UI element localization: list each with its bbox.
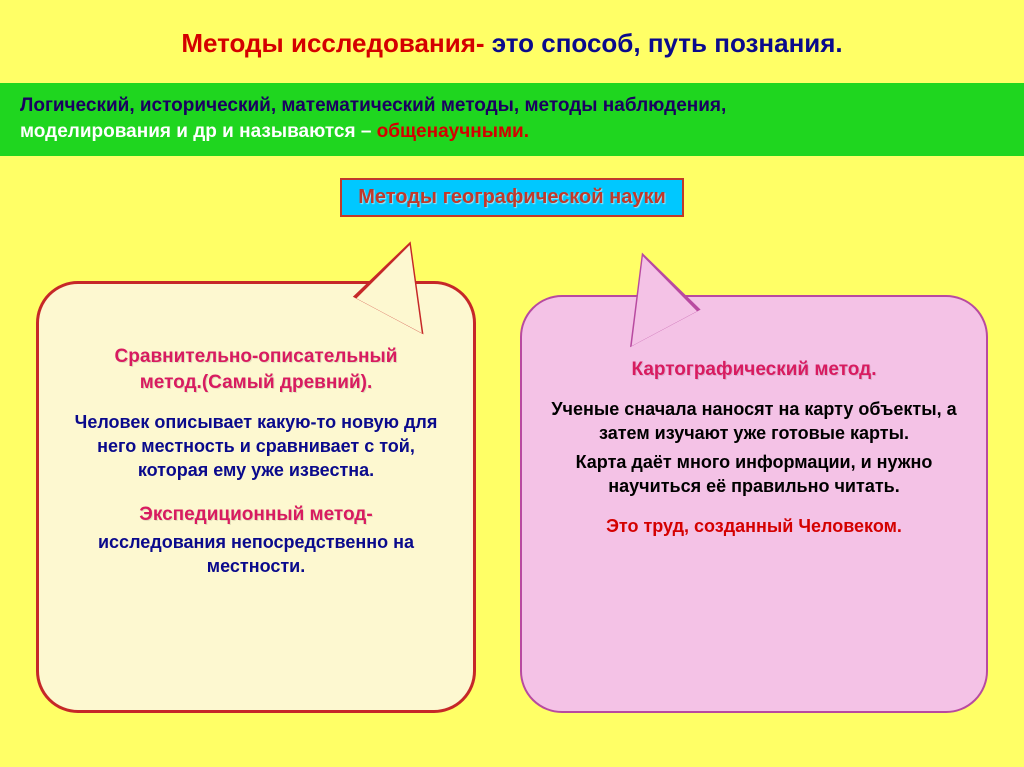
left-paragraph-2: исследования непосредственно на местност… — [65, 530, 447, 579]
left-paragraph-1: Человек описывает какую-то новую для нег… — [65, 410, 447, 483]
page-title: Методы исследования- это способ, путь по… — [0, 0, 1024, 83]
band-line-2a: моделирования и др и называются – — [20, 121, 377, 142]
right-paragraph-1b: Карта даёт много информации, и нужно нау… — [548, 450, 960, 499]
left-speech-bubble: Сравнительно-описательный метод.(Самый д… — [36, 281, 476, 713]
right-paragraph-1a: Ученые сначала наносят на карту объекты,… — [548, 397, 960, 446]
left-heading-3: Экспедиционный метод- — [65, 502, 447, 528]
bubbles-area: Сравнительно-описательный метод.(Самый д… — [0, 227, 1024, 747]
left-heading-1: Сравнительно-описательный — [65, 344, 447, 370]
center-topic-label: Методы географической науки — [340, 178, 684, 217]
title-part-2: это способ, путь познания. — [485, 28, 843, 58]
title-part-1: Методы исследования- — [181, 28, 484, 58]
right-speech-bubble: Картографический метод. Ученые сначала н… — [520, 295, 988, 713]
right-footer: Это труд, созданный Человеком. — [548, 514, 960, 538]
right-bubble-tail — [597, 246, 697, 346]
band-line-2b: общенаучными. — [377, 121, 529, 142]
right-heading-1: Картографический метод. — [548, 357, 960, 383]
band-line-1: Логический, исторический, математический… — [20, 93, 1004, 119]
subheader-band: Логический, исторический, математический… — [0, 83, 1024, 156]
left-heading-2: метод.(Самый древний). — [65, 370, 447, 396]
left-bubble-tail — [356, 235, 455, 333]
